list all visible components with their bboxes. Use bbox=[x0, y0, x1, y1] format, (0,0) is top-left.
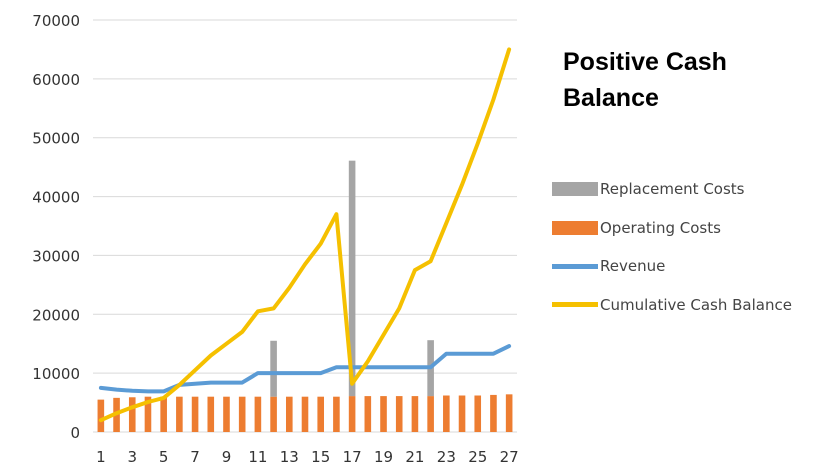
line-cumulative-cash-balance bbox=[98, 47, 512, 423]
x-tick-label: 1 bbox=[96, 448, 106, 465]
x-tick-label: 9 bbox=[222, 448, 232, 465]
legend-label: Replacement Costs bbox=[600, 180, 745, 199]
x-tick-label: 17 bbox=[343, 448, 362, 465]
bar-operating-costs bbox=[411, 396, 419, 432]
legend-label: Revenue bbox=[600, 257, 666, 276]
line-revenue bbox=[98, 344, 512, 394]
x-tick-label: 3 bbox=[127, 448, 137, 465]
bar-operating-costs bbox=[176, 396, 183, 432]
bar-operating-costs bbox=[395, 396, 403, 432]
x-tick-label: 25 bbox=[468, 448, 487, 465]
chart-title: Positive Cash Balance bbox=[563, 48, 727, 112]
bar-operating-costs bbox=[490, 394, 497, 432]
legend-swatch bbox=[552, 263, 598, 269]
bar-operating-costs bbox=[285, 396, 293, 432]
legend-label: Cumulative Cash Balance bbox=[600, 295, 792, 314]
legend-item: Revenue bbox=[552, 247, 792, 286]
bar-operating-costs bbox=[207, 396, 215, 432]
legend-item: Operating Costs bbox=[552, 209, 792, 248]
legend-item: Cumulative Cash Balance bbox=[552, 286, 792, 325]
bar-operating-costs bbox=[223, 396, 230, 432]
bar-operating-costs bbox=[128, 397, 136, 432]
bar-operating-costs bbox=[238, 396, 246, 432]
y-tick-label: 0 bbox=[70, 424, 80, 442]
bar-replacement-costs bbox=[270, 340, 277, 397]
x-tick-label: 23 bbox=[437, 448, 456, 465]
y-tick-label: 50000 bbox=[32, 130, 80, 148]
legend-item: Replacement Costs bbox=[552, 170, 792, 209]
bar-operating-costs bbox=[443, 395, 450, 432]
x-tick-label: 7 bbox=[190, 448, 200, 465]
x-tick-label: 19 bbox=[374, 448, 393, 465]
legend: Replacement Costs Operating Costs Revenue C… bbox=[552, 170, 792, 324]
x-tick-label: 13 bbox=[280, 448, 299, 465]
bar-operating-costs bbox=[317, 396, 325, 432]
bar-operating-costs bbox=[191, 396, 199, 432]
x-tick-label: 15 bbox=[311, 448, 330, 465]
bar-operating-costs bbox=[505, 394, 513, 432]
bar-operating-costs bbox=[474, 395, 482, 432]
bar-operating-costs bbox=[144, 396, 152, 432]
legend-swatch bbox=[552, 220, 598, 235]
bar-operating-costs bbox=[364, 396, 372, 432]
bar-operating-costs bbox=[270, 396, 277, 432]
x-tick-label: 5 bbox=[159, 448, 169, 465]
y-tick-label: 40000 bbox=[32, 189, 80, 207]
bar-operating-costs bbox=[301, 396, 309, 432]
y-tick-label: 20000 bbox=[32, 306, 80, 324]
x-tick-label: 27 bbox=[500, 448, 519, 465]
y-tick-label: 30000 bbox=[32, 247, 80, 265]
bar-operating-costs bbox=[348, 396, 356, 432]
bar-replacement-costs bbox=[348, 160, 356, 397]
x-tick-label: 21 bbox=[405, 448, 424, 465]
bar-operating-costs bbox=[427, 396, 434, 432]
bar-operating-costs bbox=[333, 396, 340, 432]
y-tick-label: 10000 bbox=[32, 365, 80, 383]
bar-operating-costs bbox=[458, 395, 466, 432]
legend-swatch bbox=[552, 302, 598, 308]
legend-swatch bbox=[552, 182, 598, 197]
legend-label: Operating Costs bbox=[600, 218, 721, 237]
bar-operating-costs bbox=[254, 396, 262, 432]
y-tick-label: 60000 bbox=[32, 71, 80, 89]
bar-operating-costs bbox=[160, 396, 167, 432]
bar-operating-costs bbox=[97, 399, 105, 432]
x-tick-label: 11 bbox=[248, 448, 267, 465]
y-tick-label: 70000 bbox=[32, 12, 80, 30]
bar-operating-costs bbox=[380, 396, 387, 432]
